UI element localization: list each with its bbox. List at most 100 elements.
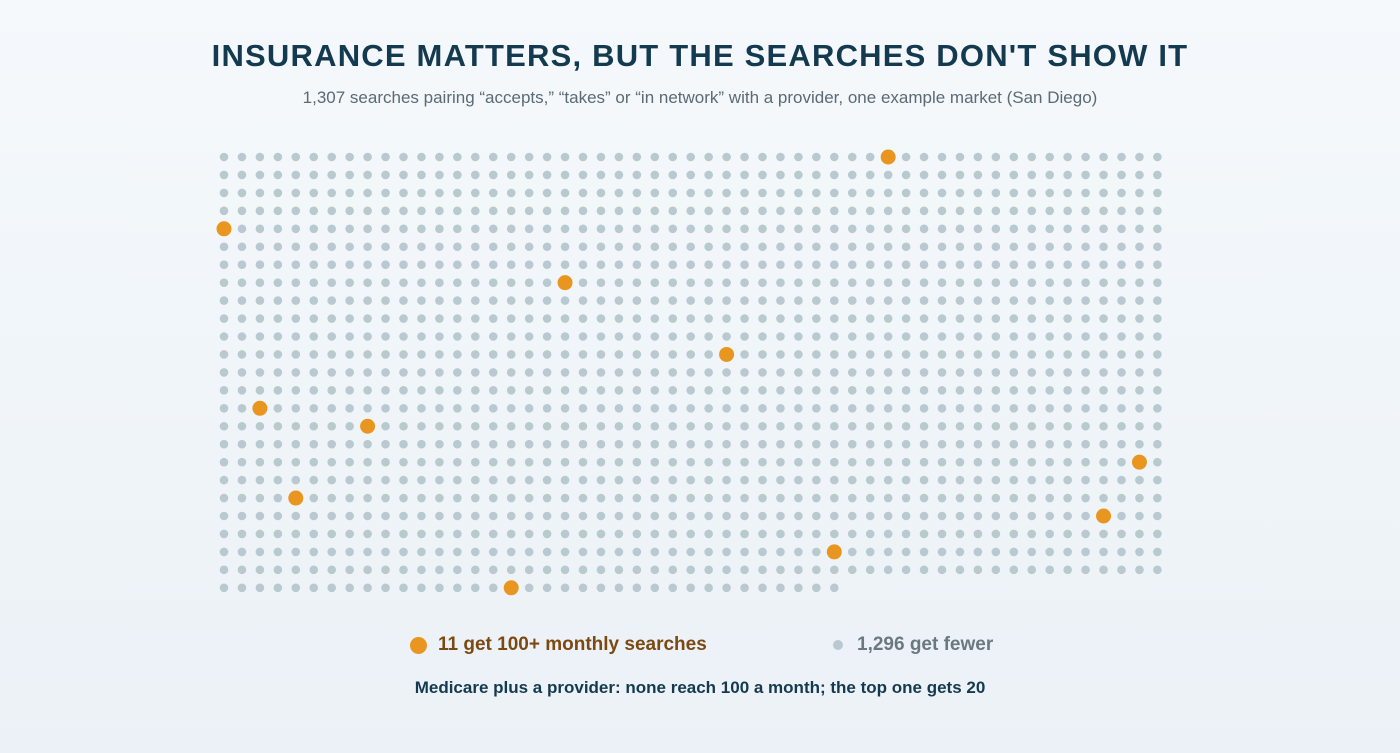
dot <box>435 547 444 557</box>
dot <box>435 386 444 395</box>
dot <box>1081 206 1090 216</box>
dot <box>704 583 713 593</box>
dot <box>471 152 480 162</box>
dot <box>506 404 516 413</box>
dot <box>650 206 660 216</box>
dot <box>758 188 767 198</box>
dot <box>883 188 893 198</box>
dot <box>740 511 749 521</box>
dot <box>453 224 462 234</box>
dot <box>937 350 947 359</box>
dot <box>327 242 337 252</box>
dot <box>973 278 983 287</box>
dot <box>686 493 695 503</box>
dot <box>776 511 785 521</box>
dot <box>506 170 516 180</box>
dot <box>1027 457 1037 467</box>
dot <box>668 332 678 341</box>
dot <box>686 547 695 557</box>
dot <box>363 278 372 287</box>
dot <box>399 368 408 377</box>
dot <box>237 170 247 180</box>
dot <box>471 439 480 449</box>
dot <box>345 386 354 395</box>
dot <box>345 350 354 359</box>
dot <box>704 368 713 377</box>
dot <box>345 493 354 503</box>
dot <box>668 314 678 323</box>
dot <box>1045 404 1054 413</box>
dot <box>542 170 552 180</box>
dot-highlight <box>216 221 232 237</box>
dot <box>1117 170 1126 180</box>
dot <box>524 493 534 503</box>
dot <box>237 457 247 467</box>
dot <box>1063 170 1072 180</box>
dot <box>1081 475 1090 485</box>
dot <box>327 296 337 305</box>
dot <box>488 206 498 216</box>
dot <box>668 206 678 216</box>
dot <box>1027 260 1037 270</box>
dot <box>399 242 408 252</box>
dot <box>937 152 947 162</box>
dot <box>1009 386 1019 395</box>
dot <box>237 404 247 413</box>
dot <box>1009 529 1019 539</box>
dot <box>901 511 911 521</box>
dot <box>1009 368 1019 377</box>
dot <box>435 511 444 521</box>
dot <box>363 332 372 341</box>
dot <box>722 152 731 162</box>
dot <box>776 206 785 216</box>
dot <box>1117 421 1126 431</box>
dot <box>1117 188 1126 198</box>
dot <box>1081 565 1090 575</box>
dot <box>650 475 660 485</box>
dot <box>345 188 354 198</box>
dot <box>488 152 498 162</box>
dot <box>991 368 1001 377</box>
dot <box>847 260 857 270</box>
dot <box>937 529 947 539</box>
dot <box>1135 386 1144 395</box>
dot <box>363 565 372 575</box>
dot <box>722 242 731 252</box>
dot <box>830 188 839 198</box>
dot <box>381 583 390 593</box>
dot <box>740 206 749 216</box>
dot <box>973 493 983 503</box>
dot <box>345 547 354 557</box>
dot <box>1099 457 1108 467</box>
dot <box>291 170 301 180</box>
dot <box>363 475 372 485</box>
dot <box>650 314 660 323</box>
dot <box>847 457 857 467</box>
dot <box>937 386 947 395</box>
dot <box>578 565 588 575</box>
dot <box>524 170 534 180</box>
dot <box>1063 152 1072 162</box>
dot <box>596 511 606 521</box>
dot <box>1153 206 1162 216</box>
dot <box>1045 565 1054 575</box>
dot <box>776 296 785 305</box>
dot <box>596 206 606 216</box>
dot <box>919 332 929 341</box>
dot <box>506 332 516 341</box>
dot <box>381 368 390 377</box>
dot <box>722 457 731 467</box>
dot <box>1063 314 1072 323</box>
dot <box>740 314 749 323</box>
dot <box>309 475 319 485</box>
dot <box>812 386 821 395</box>
dot <box>1045 386 1054 395</box>
dot <box>524 457 534 467</box>
dot <box>955 457 965 467</box>
dot <box>381 457 390 467</box>
dot <box>237 242 247 252</box>
dot <box>273 278 283 287</box>
dot <box>560 565 570 575</box>
dot <box>219 206 229 216</box>
dot <box>1081 296 1090 305</box>
